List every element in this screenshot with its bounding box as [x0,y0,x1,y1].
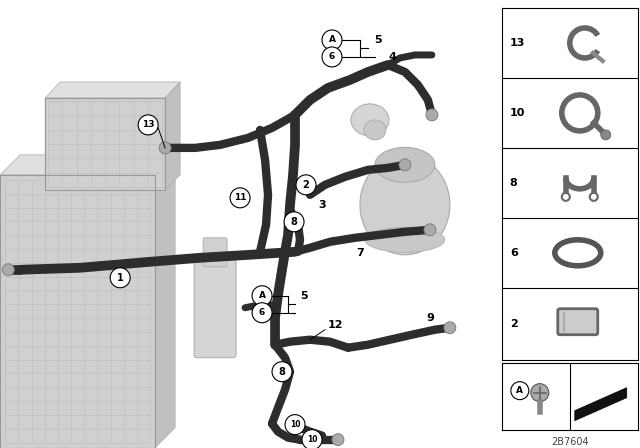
Circle shape [426,109,438,121]
Polygon shape [165,82,180,190]
Ellipse shape [360,155,450,255]
Circle shape [531,383,549,402]
Text: 6: 6 [259,308,265,317]
Text: 8: 8 [291,217,298,227]
Circle shape [399,159,411,171]
Text: A: A [259,291,266,300]
Circle shape [252,286,272,306]
Text: 5: 5 [374,35,382,45]
Text: 2: 2 [303,180,309,190]
Circle shape [601,130,611,140]
Text: 12: 12 [327,320,343,330]
Circle shape [110,268,130,288]
Circle shape [511,382,529,400]
Text: 10: 10 [307,435,317,444]
Text: 6: 6 [329,52,335,61]
FancyBboxPatch shape [558,309,598,335]
Circle shape [590,193,598,201]
Circle shape [296,175,316,195]
Ellipse shape [375,147,435,182]
Circle shape [424,224,436,236]
Circle shape [159,142,171,154]
Circle shape [322,47,342,67]
Text: 2: 2 [510,319,518,329]
Text: 10: 10 [290,420,300,429]
Circle shape [138,115,158,135]
Polygon shape [45,82,180,98]
Text: 10: 10 [510,108,525,118]
Circle shape [322,30,342,50]
Text: 4: 4 [388,52,396,62]
Ellipse shape [351,104,389,136]
Text: 8: 8 [278,366,285,377]
Text: 13: 13 [510,38,525,48]
Text: A: A [328,35,335,44]
Circle shape [332,434,344,446]
Ellipse shape [364,120,386,140]
Text: 9: 9 [426,313,434,323]
Circle shape [272,362,292,382]
Circle shape [285,415,305,435]
Ellipse shape [365,227,445,252]
Text: 8: 8 [510,178,518,188]
Text: A: A [516,386,524,395]
Polygon shape [155,155,175,448]
Circle shape [230,188,250,208]
Text: 1: 1 [116,273,124,283]
Text: 7: 7 [356,248,364,258]
Polygon shape [45,98,165,190]
Circle shape [562,193,570,201]
Circle shape [444,322,456,334]
FancyBboxPatch shape [194,257,236,358]
Text: 6: 6 [510,248,518,258]
Circle shape [3,264,14,276]
Circle shape [284,212,304,232]
Polygon shape [0,155,175,175]
Text: 13: 13 [142,121,154,129]
Polygon shape [575,388,627,421]
Polygon shape [0,175,155,448]
Text: 11: 11 [234,194,246,202]
FancyBboxPatch shape [203,238,227,267]
Circle shape [302,430,322,448]
Circle shape [252,303,272,323]
Text: 5: 5 [300,291,308,301]
Text: 2B7604: 2B7604 [551,437,589,447]
Text: 3: 3 [318,200,326,210]
